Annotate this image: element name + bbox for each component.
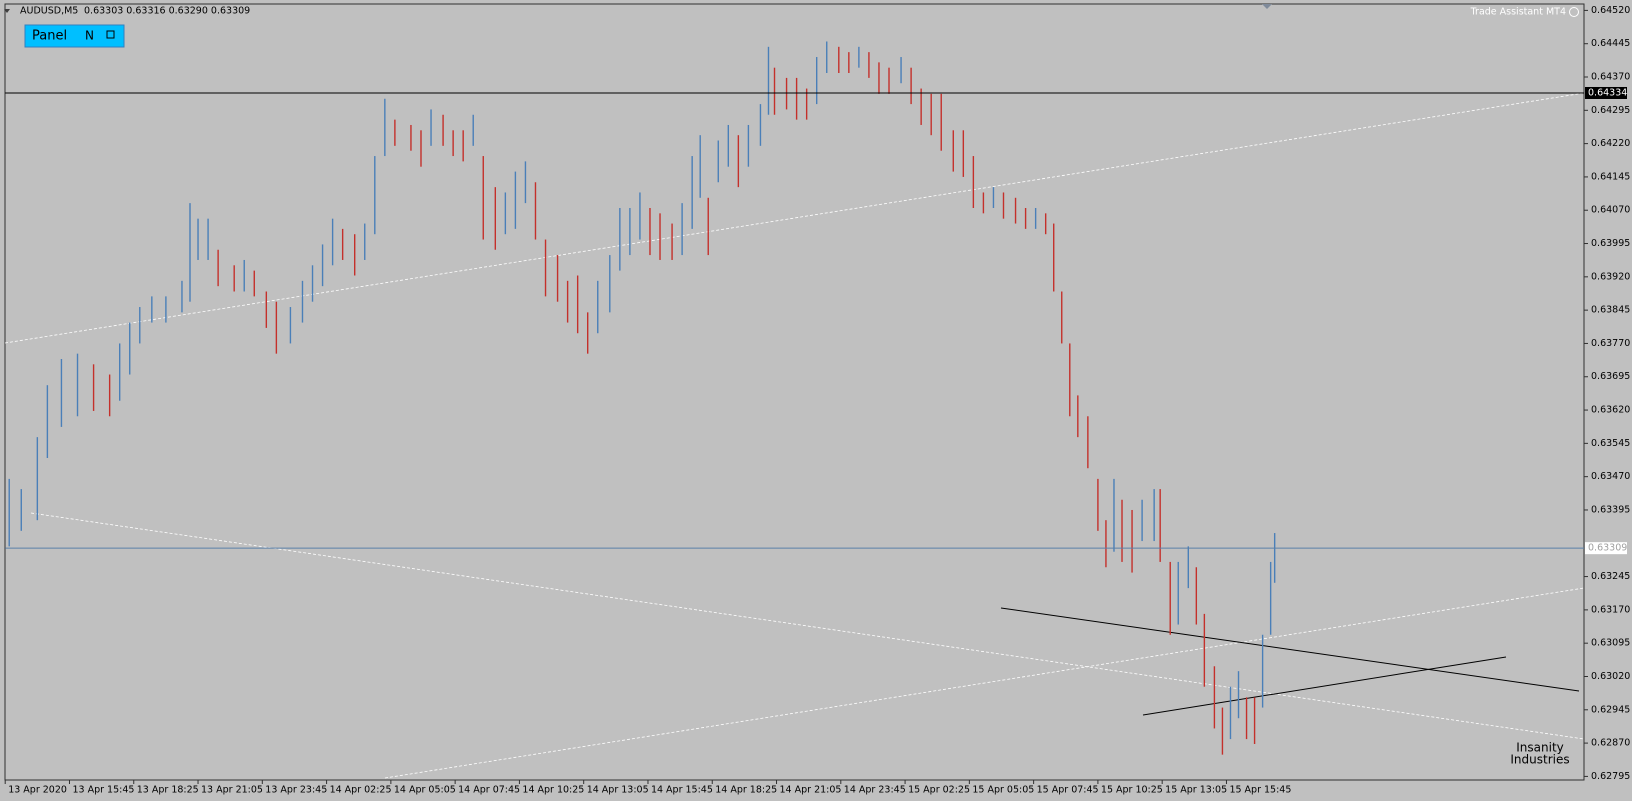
price-level-label-bg — [1585, 542, 1627, 555]
x-tick-label: 13 Apr 15:45 — [72, 785, 134, 796]
trendline — [30, 512, 1585, 740]
x-tick-label: 14 Apr 21:05 — [780, 785, 842, 796]
symbol: AUDUSD,M5 — [20, 6, 78, 17]
price-level-label: 0.63309 — [1588, 543, 1627, 554]
x-tick-label: 15 Apr 10:25 — [1101, 785, 1163, 796]
y-tick-label: 0.62945 — [1591, 704, 1630, 715]
y-tick-label: 0.64145 — [1591, 171, 1630, 182]
y-tick-label: 0.63620 — [1591, 405, 1630, 416]
x-tick-label: 14 Apr 15:45 — [651, 785, 713, 796]
x-tick-label: 15 Apr 05:05 — [972, 785, 1034, 796]
quote: 0.63303 0.63316 0.63290 0.63309 — [84, 6, 250, 17]
trendlines — [4, 92, 1585, 779]
panel-button[interactable]: Panel N — [24, 24, 125, 48]
x-tick-label: 14 Apr 18:25 — [715, 785, 777, 796]
y-tick-label: 0.62870 — [1591, 738, 1630, 749]
x-tick-label: 14 Apr 23:45 — [844, 785, 906, 796]
watermark: Industries — [1510, 753, 1569, 767]
x-tick-label: 14 Apr 13:05 — [587, 785, 649, 796]
price-bars — [8, 41, 1276, 755]
x-tick-label: 14 Apr 05:05 — [394, 785, 456, 796]
x-tick-label: 13 Apr 18:25 — [137, 785, 199, 796]
y-tick-label: 0.64070 — [1591, 205, 1630, 216]
x-tick-label: 13 Apr 23:45 — [265, 785, 327, 796]
x-tick-label: 15 Apr 07:45 — [1037, 785, 1099, 796]
y-tick-label: 0.63920 — [1591, 271, 1630, 282]
trendline — [1000, 607, 1580, 692]
panel-button-label[interactable]: Panel — [32, 29, 67, 44]
price-level-label: 0.64334 — [1588, 87, 1627, 98]
y-tick-label: 0.63845 — [1591, 305, 1630, 316]
y-tick-label: 0.63470 — [1591, 471, 1630, 482]
watermark: Insanity — [1516, 741, 1564, 755]
price-level-label-bg — [1585, 86, 1627, 99]
y-tick-label: 0.63245 — [1591, 571, 1630, 582]
indicator-icon[interactable] — [1569, 7, 1579, 17]
y-tick-label: 0.64295 — [1591, 105, 1630, 116]
trendline — [384, 587, 1585, 779]
y-tick-label: 0.63020 — [1591, 671, 1630, 682]
y-tick-label: 0.62795 — [1591, 771, 1630, 782]
y-tick-label: 0.63695 — [1591, 371, 1630, 382]
indicator-name: Trade Assistant MT4 — [1470, 7, 1566, 18]
trendline — [4, 92, 1585, 344]
y-tick-label: 0.63395 — [1591, 504, 1630, 515]
y-tick-label: 0.63545 — [1591, 438, 1630, 449]
trendline — [1142, 656, 1507, 716]
menu-arrow[interactable] — [4, 9, 10, 13]
y-tick-label: 0.64220 — [1591, 138, 1630, 149]
x-tick-label: 14 Apr 02:25 — [330, 785, 392, 796]
panel-button-bg[interactable] — [24, 24, 125, 48]
x-tick-label: 15 Apr 15:45 — [1229, 785, 1291, 796]
y-tick-label: 0.63095 — [1591, 638, 1630, 649]
y-tick-label: 0.63770 — [1591, 338, 1630, 349]
panel-mode[interactable]: N — [85, 29, 94, 43]
shift-marker — [1262, 4, 1272, 9]
x-tick-label: 15 Apr 02:25 — [908, 785, 970, 796]
x-tick-label: 13 Apr 2020 — [8, 785, 67, 796]
y-tick-label: 0.64445 — [1591, 38, 1630, 49]
x-tick-label: 14 Apr 10:25 — [522, 785, 584, 796]
y-tick-label: 0.63170 — [1591, 604, 1630, 615]
x-tick-label: 15 Apr 13:05 — [1165, 785, 1227, 796]
panel-icon[interactable] — [106, 30, 115, 39]
x-tick-label: 14 Apr 07:45 — [458, 785, 520, 796]
y-tick-label: 0.63995 — [1591, 238, 1630, 249]
y-tick-label: 0.64520 — [1591, 5, 1630, 16]
plot-frame — [4, 3, 1585, 781]
x-tick-label: 13 Apr 21:05 — [201, 785, 263, 796]
y-tick-label: 0.64370 — [1591, 72, 1630, 83]
